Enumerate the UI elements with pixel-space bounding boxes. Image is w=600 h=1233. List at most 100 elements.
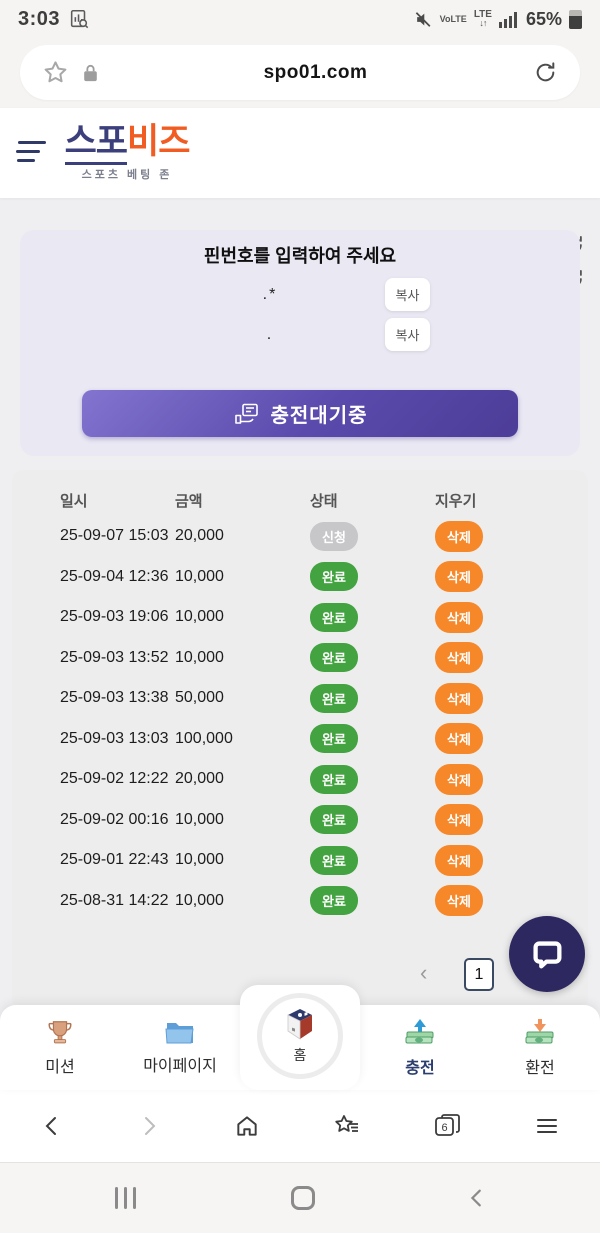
cell-date: 25-08-31 14:22	[60, 891, 169, 909]
delete-button[interactable]: 삭제	[435, 561, 483, 593]
pin-title: 핀번호를 입력하여 주세요	[203, 246, 397, 266]
status-badge: 완료	[310, 562, 358, 592]
copy-button[interactable]: 복사	[385, 278, 430, 311]
reload-icon[interactable]	[533, 60, 558, 85]
nav-item-withdraw[interactable]: 환전	[480, 1005, 600, 1090]
status-badge: 완료	[310, 845, 358, 875]
live-chat-button[interactable]	[509, 916, 585, 992]
browser-bookmarks-icon[interactable]	[333, 1113, 361, 1139]
pin-card: 핀번호를 입력하여 주세요 .* 복사 . 복사 충전대기중	[20, 230, 580, 456]
url-text[interactable]: spo01.com	[263, 61, 368, 83]
status-badge: 완료	[310, 643, 358, 673]
nav-label: 환전	[525, 1060, 555, 1077]
battery-percent: 65%	[525, 8, 562, 29]
cell-date: 25-09-03 13:38	[60, 689, 169, 707]
table-row: 25-09-04 12:36 10,000 완료 삭제	[12, 557, 588, 598]
delete-button[interactable]: 삭제	[435, 520, 483, 552]
address-bar[interactable]: spo01.com	[20, 45, 580, 100]
cell-amount: 10,000	[175, 851, 224, 869]
nav-item-deposit[interactable]: 충전	[360, 1005, 480, 1090]
nav-label: 마이페이지	[143, 1058, 217, 1075]
android-nav-bar	[0, 1162, 600, 1233]
deposit-waiting-button[interactable]: 충전대기중	[82, 390, 518, 437]
table-row: 25-09-02 00:16 10,000 완료 삭제	[12, 800, 588, 841]
col-header-amount: 금액	[175, 492, 203, 510]
delete-button[interactable]: 삭제	[435, 804, 483, 836]
status-badge: 신청	[310, 521, 358, 551]
table-row: 25-09-01 22:43 10,000 완료 삭제	[12, 840, 588, 881]
table-row: 25-09-02 12:22 20,000 완료 삭제	[12, 759, 588, 800]
col-header-status: 상태	[310, 492, 338, 510]
browser-home-icon[interactable]	[234, 1113, 260, 1139]
pin-row: .* 복사	[20, 276, 580, 316]
status-badge: 완료	[310, 602, 358, 632]
lock-icon[interactable]	[83, 64, 98, 82]
folder-icon	[164, 1019, 196, 1047]
cell-amount: 10,000	[175, 567, 224, 585]
delete-button[interactable]: 삭제	[435, 682, 483, 714]
table-header-row: 일시 금액 상태 지우기	[12, 470, 588, 516]
browser-url-section: spo01.com	[0, 38, 600, 108]
browser-tabs-icon[interactable]: 6	[434, 1113, 461, 1139]
table-row: 25-09-03 13:03 100,000 완료 삭제	[12, 719, 588, 760]
logo-tagline: 스포츠 베팅 존	[81, 169, 173, 181]
cell-amount: 10,000	[175, 608, 224, 626]
chat-bubble-icon	[533, 941, 562, 969]
android-home-icon[interactable]	[290, 1186, 315, 1210]
status-badge: 완료	[310, 805, 358, 835]
cell-amount: 10,000	[175, 648, 224, 666]
status-badge: 완료	[310, 886, 358, 916]
pin-value: .	[266, 326, 274, 343]
delete-button[interactable]: 삭제	[435, 642, 483, 674]
data-usage-icon	[68, 8, 90, 30]
delete-button[interactable]: 삭제	[435, 885, 483, 917]
cell-amount: 10,000	[175, 891, 224, 909]
bookmark-star-icon[interactable]	[42, 59, 69, 86]
status-badge: 완료	[310, 683, 358, 713]
cell-date: 25-09-03 19:06	[60, 608, 169, 626]
battery-icon	[569, 9, 582, 29]
clock: 3:03	[18, 7, 61, 30]
cell-date: 25-09-03 13:03	[60, 729, 169, 747]
delete-button[interactable]: 삭제	[435, 844, 483, 876]
svg-text:6: 6	[441, 1122, 447, 1134]
android-back-icon[interactable]	[466, 1186, 488, 1210]
browser-forward-icon[interactable]	[137, 1114, 161, 1138]
nav-label: 충전	[405, 1060, 435, 1077]
browser-toolbar: 6	[0, 1090, 600, 1162]
pin-value: .*	[262, 286, 278, 303]
nav-label: 미션	[45, 1059, 75, 1076]
page-number-button[interactable]: 1	[464, 958, 494, 991]
table-row: 25-09-03 13:38 50,000 완료 삭제	[12, 678, 588, 719]
site-header: 스포비즈 스포츠 베팅 존	[0, 108, 600, 289]
browser-menu-icon[interactable]	[534, 1115, 560, 1137]
prev-page-chevron[interactable]: ‹	[420, 960, 428, 985]
copy-button[interactable]: 복사	[385, 318, 430, 351]
hand-money-icon	[233, 402, 261, 426]
cell-amount: 10,000	[175, 810, 224, 828]
browser-back-icon[interactable]	[40, 1114, 64, 1138]
withdraw-money-down-icon	[522, 1017, 558, 1049]
deposit-table-body: 25-09-07 15:03 20,000 신청 삭제 25-09-04 12:…	[12, 516, 588, 921]
nav-item-mission[interactable]: 미션	[0, 1005, 120, 1090]
nav-item-mypage[interactable]: 마이페이지	[120, 1005, 240, 1090]
logo-text-secondary: 비즈	[127, 122, 190, 161]
delete-button[interactable]: 삭제	[435, 601, 483, 633]
nav-item-home[interactable]: 홈	[240, 985, 360, 1090]
recent-apps-icon[interactable]	[112, 1187, 139, 1209]
menu-icon[interactable]	[16, 141, 46, 165]
signal-bars-icon	[498, 11, 519, 28]
status-bar: 3:03 VoLTE LTE ↓↑	[0, 0, 600, 38]
lte-indicator: LTE ↓↑	[473, 9, 492, 28]
cell-date: 25-09-07 15:03	[60, 527, 169, 545]
site-logo[interactable]: 스포비즈 스포츠 베팅 존	[52, 122, 202, 182]
cell-amount: 20,000	[175, 770, 224, 788]
delete-button[interactable]: 삭제	[435, 763, 483, 795]
delete-button[interactable]: 삭제	[435, 723, 483, 755]
deposit-waiting-label: 충전대기중	[270, 405, 368, 427]
col-header-action: 지우기	[435, 492, 477, 510]
logo-text-primary: 스포	[64, 122, 128, 165]
table-row: 25-08-31 14:22 10,000 완료 삭제	[12, 881, 588, 922]
status-badge: 완료	[310, 764, 358, 794]
